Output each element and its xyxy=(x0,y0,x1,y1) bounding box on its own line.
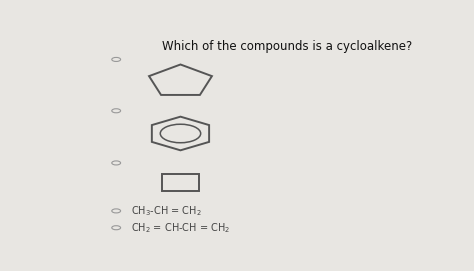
Text: Which of the compounds is a cycloalkene?: Which of the compounds is a cycloalkene? xyxy=(162,40,412,53)
Text: CH$_2$ = CH-CH = CH$_2$: CH$_2$ = CH-CH = CH$_2$ xyxy=(131,221,230,235)
Text: CH$_3$-CH = CH$_2$: CH$_3$-CH = CH$_2$ xyxy=(131,204,201,218)
Bar xyxy=(162,174,199,191)
